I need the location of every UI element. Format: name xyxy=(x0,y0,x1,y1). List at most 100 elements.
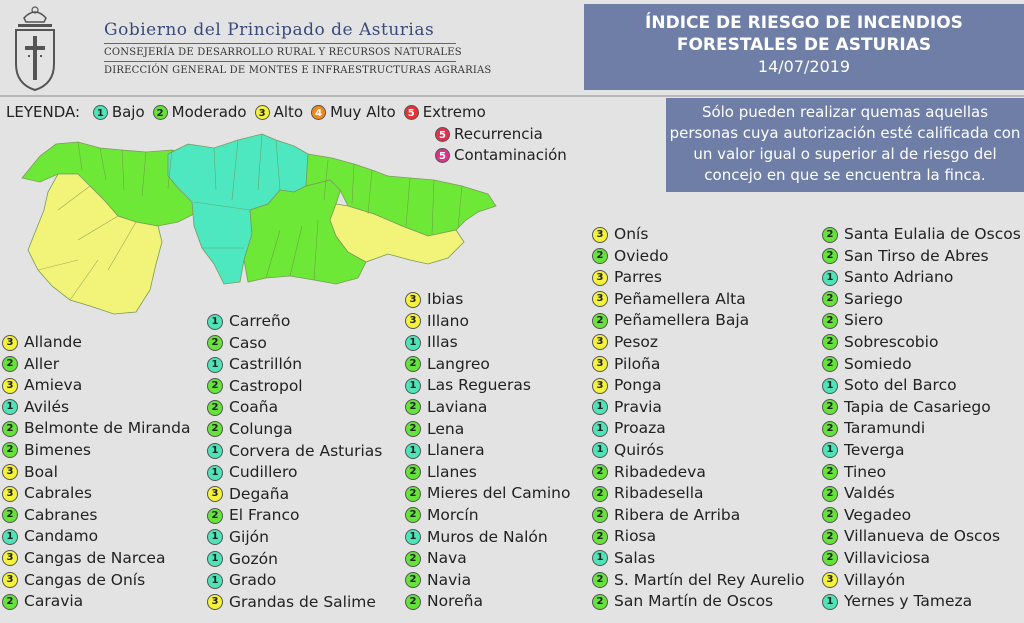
municipality-name: Llanes xyxy=(427,462,477,481)
municipality-name: Ribera de Arriba xyxy=(614,505,741,524)
risk-level-badge: 2 xyxy=(822,226,838,243)
legend-item-recurrencia: 5 Recurrencia xyxy=(435,124,567,145)
municipality-row: 3 Ponga xyxy=(592,375,804,397)
consejeria-label: CONSEJERÍA DE DESARROLLO RURAL Y RECURSO… xyxy=(104,47,462,58)
municipality-name: San Martín de Oscos xyxy=(614,592,774,611)
municipality-name: Piloña xyxy=(614,354,661,373)
municipality-row: 2 Sariego xyxy=(822,289,1021,311)
municipality-name: Taramundi xyxy=(844,419,926,438)
municipality-row: 3 Ibias xyxy=(405,289,570,311)
municipality-row: 3 Onís xyxy=(592,224,804,246)
legend-item-extremo: 5 Extremo xyxy=(403,102,486,121)
risk-level-badge: 1 xyxy=(822,269,838,286)
municipality-row: 2 Morcín xyxy=(405,505,570,527)
municipality-name: Parres xyxy=(614,268,662,287)
divider xyxy=(104,43,456,44)
risk-level-badge: 2 xyxy=(207,399,223,416)
government-header: Gobierno del Principado de Asturias CONS… xyxy=(104,20,491,76)
municipality-name: Cangas de Narcea xyxy=(24,548,166,567)
municipality-name: Teverga xyxy=(844,440,905,459)
municipality-name: Pesoz xyxy=(614,332,659,351)
municipality-name: Boal xyxy=(24,462,58,481)
municipality-name: S. Martín del Rey Aurelio xyxy=(614,570,805,589)
risk-level-badge: 2 xyxy=(405,464,421,481)
municipality-column-1: 3 Allande 2 Aller 3 Amieva 1 Avilés 2 Belmonte de… xyxy=(2,332,190,613)
municipality-row: 2 Ribadedeva xyxy=(592,462,804,484)
municipality-row: 3 Cabrales xyxy=(2,483,190,505)
risk-level-badge: 3 xyxy=(2,464,18,481)
info-notice: Sólo pueden realizar quemas aquellas per… xyxy=(666,98,1024,192)
municipality-row: 2 El Franco xyxy=(207,505,382,527)
risk-level-badge: 3 xyxy=(592,226,608,243)
risk-level-badge: 3 xyxy=(592,269,608,286)
municipality-row: 3 Peñamellera Alta xyxy=(592,289,804,311)
report-title-line2: FORESTALES DE ASTURIAS xyxy=(676,35,932,55)
municipality-row: 1 Yernes y Tameza xyxy=(822,591,1021,613)
municipality-border xyxy=(77,215,119,241)
municipality-row: 2 Ribadesella xyxy=(592,483,804,505)
risk-level-badge: 2 xyxy=(405,421,421,438)
municipality-name: Grado xyxy=(229,571,277,590)
municipality-name: Soto del Barco xyxy=(844,376,957,395)
municipality-name: Cabranes xyxy=(24,505,98,524)
municipality-row: 2 Belmonte de Miranda xyxy=(2,418,190,440)
municipality-border xyxy=(167,149,173,189)
municipality-row: 3 Cangas de Narcea xyxy=(2,548,190,570)
risk-level-badge: 2 xyxy=(405,550,421,567)
risk-level-badge: 2 xyxy=(405,572,421,589)
municipality-name: Laviana xyxy=(427,397,488,416)
municipality-name: Quirós xyxy=(614,440,664,459)
municipality-row: 2 Coaña xyxy=(207,397,382,419)
municipality-name: Riosa xyxy=(614,527,657,546)
municipality-name: Tapia de Casariego xyxy=(844,397,991,416)
municipality-row: 2 San Tirso de Abres xyxy=(822,246,1021,268)
municipality-name: Langreo xyxy=(427,354,490,373)
municipality-name: Navia xyxy=(427,570,472,589)
municipality-name: Caso xyxy=(229,333,267,352)
municipality-row: 2 Tineo xyxy=(822,462,1021,484)
municipality-row: 2 Oviedo xyxy=(592,246,804,268)
risk-level-badge: 2 xyxy=(822,528,838,545)
legend-level-badge: 5 xyxy=(435,148,450,163)
risk-level-badge: 1 xyxy=(207,313,223,330)
legend-level-label: Extremo xyxy=(422,102,486,121)
legend-label: LEYENDA: xyxy=(6,102,81,121)
risk-level-badge: 3 xyxy=(592,334,608,351)
municipality-column-2: 1 Carreño 2 Caso 1 Castrillón 2 Castropol 2 Coaña… xyxy=(207,311,382,613)
risk-level-badge: 3 xyxy=(405,313,421,330)
risk-level-badge: 2 xyxy=(207,335,223,352)
municipality-column-3: 3 Ibias 3 Illano 1 Illas 2 Langreo 1 Las Regueras… xyxy=(405,289,570,613)
municipality-row: 3 Boal xyxy=(2,462,190,484)
risk-level-badge: 2 xyxy=(822,312,838,329)
municipality-column-5: 2 Santa Eulalia de Oscos 2 San Tirso de Abr… xyxy=(822,224,1021,613)
municipality-border xyxy=(99,147,107,181)
risk-level-badge: 3 xyxy=(2,572,18,589)
municipality-name: Lena xyxy=(427,419,465,438)
municipality-row: 2 Colunga xyxy=(207,419,382,441)
municipality-row: 2 Mieres del Camino xyxy=(405,483,570,505)
municipality-row: 3 Villayón xyxy=(822,570,1021,592)
municipality-row: 2 Sobrescobio xyxy=(822,332,1021,354)
report-date: 14/07/2019 xyxy=(757,57,851,76)
municipality-row: 2 Cabranes xyxy=(2,505,190,527)
municipality-name: Muros de Nalón xyxy=(427,527,548,546)
municipality-border xyxy=(231,139,239,201)
report-title-box: ÍNDICE DE RIESGO DE INCENDIOS FORESTALES… xyxy=(584,4,1024,90)
municipality-name: Nava xyxy=(427,549,467,568)
municipality-name: Cangas de Onís xyxy=(24,570,146,589)
municipality-row: 1 Grado xyxy=(207,570,382,592)
municipality-name: Onís xyxy=(614,225,649,243)
municipality-name: Avilés xyxy=(24,397,70,416)
municipality-row: 1 Castrillón xyxy=(207,354,382,376)
municipality-row: 1 Muros de Nalón xyxy=(405,527,570,549)
legend-item-moderado: 2 Moderado xyxy=(152,103,247,121)
risk-level-badge: 1 xyxy=(207,572,223,589)
municipality-border xyxy=(431,179,435,235)
municipality-border xyxy=(313,219,319,281)
risk-level-badge: 3 xyxy=(2,377,18,394)
municipality-name: Candamo xyxy=(24,527,99,546)
municipality-row: 2 Aller xyxy=(2,354,190,376)
legend-level-label: Contaminación xyxy=(454,146,567,164)
risk-level-badge: 2 xyxy=(822,334,838,351)
municipality-row: 2 Villanueva de Oscos xyxy=(822,526,1021,548)
